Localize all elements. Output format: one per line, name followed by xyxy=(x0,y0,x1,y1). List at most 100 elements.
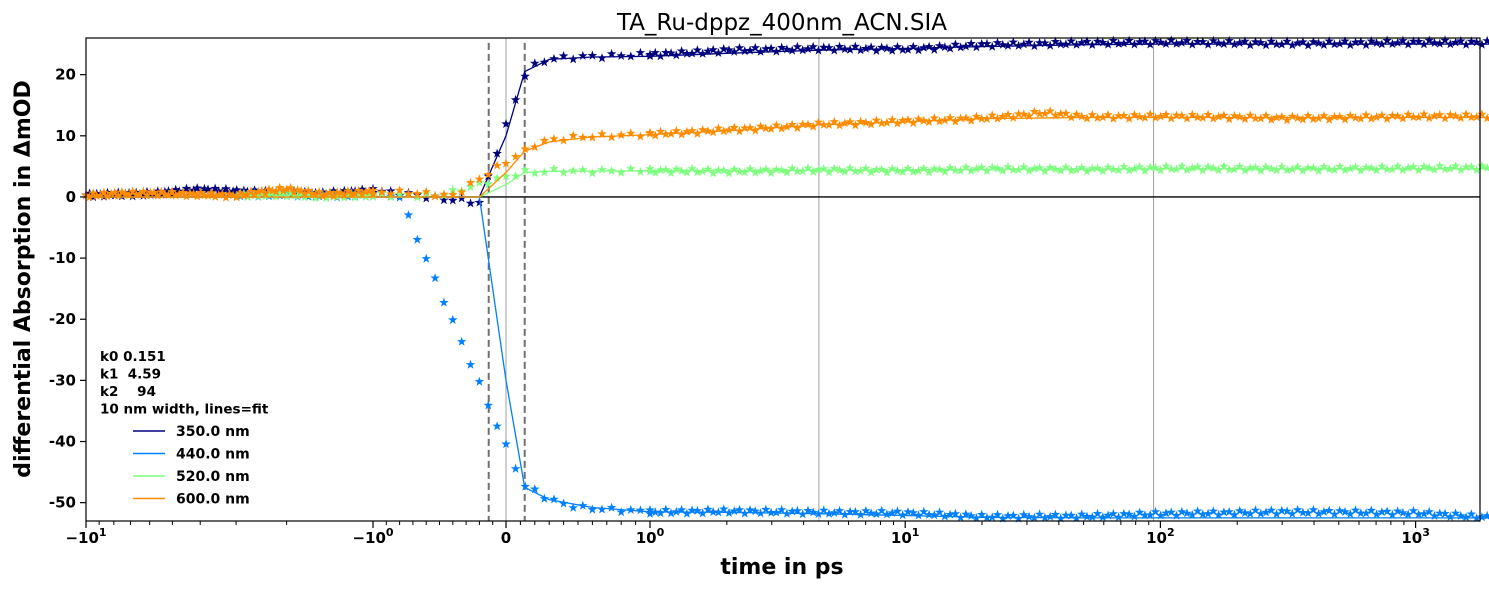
data-point-star xyxy=(650,47,660,57)
data-point-star xyxy=(887,114,897,124)
data-point-star xyxy=(109,187,120,197)
data-point-star xyxy=(1361,110,1371,120)
data-point-star xyxy=(750,506,761,516)
data-point-star xyxy=(797,45,808,55)
data-point-star xyxy=(430,191,440,201)
data-point-star xyxy=(300,189,310,199)
data-point-star xyxy=(102,191,113,201)
data-point-star xyxy=(1013,513,1024,523)
data-point-star xyxy=(950,39,961,49)
data-point-star xyxy=(1092,508,1103,518)
data-point-star xyxy=(803,119,813,129)
data-point-star xyxy=(1277,505,1287,515)
data-point-star xyxy=(568,502,578,512)
data-point-star xyxy=(771,120,782,130)
data-point-star xyxy=(1156,165,1166,175)
data-point-star xyxy=(1303,40,1313,50)
data-point-star xyxy=(138,190,149,200)
data-point-star xyxy=(1003,109,1013,119)
data-point-star xyxy=(692,45,703,55)
data-point-star xyxy=(845,44,855,54)
data-point-star xyxy=(1071,164,1082,174)
data-point-star xyxy=(307,188,317,198)
data-point-star xyxy=(1219,39,1229,49)
data-point-star xyxy=(1445,109,1456,119)
data-point-star xyxy=(439,189,449,199)
data-point-star xyxy=(861,505,871,515)
data-point-star xyxy=(1335,505,1345,515)
data-point-star xyxy=(1034,37,1045,47)
data-point-star xyxy=(1319,506,1329,516)
data-point-star xyxy=(1414,36,1424,46)
data-point-star xyxy=(1450,161,1461,171)
data-point-star xyxy=(650,507,660,517)
data-point-star xyxy=(776,42,787,52)
data-point-star xyxy=(1287,111,1298,121)
data-point-star xyxy=(520,481,530,491)
data-point-star xyxy=(1408,36,1419,46)
data-point-star xyxy=(1213,38,1224,48)
data-point-star xyxy=(1450,37,1461,47)
data-point-star xyxy=(1066,36,1076,46)
data-point-star xyxy=(296,185,306,195)
data-point-star xyxy=(1366,36,1377,46)
data-point-star xyxy=(1456,510,1466,520)
data-point-star xyxy=(568,54,578,64)
data-point-star xyxy=(224,189,235,199)
data-point-star xyxy=(992,37,1003,47)
data-point-star xyxy=(578,500,588,510)
data-point-star xyxy=(1029,41,1040,51)
data-point-star xyxy=(1024,111,1034,121)
data-point-star xyxy=(1450,111,1461,121)
data-point-star xyxy=(840,166,850,176)
data-point-star xyxy=(117,187,127,197)
data-point-star xyxy=(1340,114,1350,124)
data-point-star xyxy=(1387,39,1398,48)
data-point-star xyxy=(1387,110,1398,120)
data-point-star xyxy=(797,509,808,519)
data-point-star xyxy=(278,188,289,198)
data-point-star xyxy=(587,50,598,60)
data-point-star xyxy=(1182,35,1192,45)
data-point-star xyxy=(945,112,955,122)
data-point-star xyxy=(1313,165,1324,175)
data-point-star xyxy=(231,185,242,194)
data-point-star xyxy=(671,50,682,60)
data-point-star xyxy=(1477,512,1487,522)
data-point-star xyxy=(1229,164,1240,174)
series-3500-nm xyxy=(81,35,1489,208)
data-point-star xyxy=(1303,162,1313,172)
data-point-star xyxy=(1356,508,1366,518)
data-point-star xyxy=(1045,162,1055,172)
data-point-star xyxy=(1303,508,1313,518)
data-point-star xyxy=(1150,506,1161,516)
info-text-line: k2 94 xyxy=(100,384,156,400)
data-point-star xyxy=(1313,508,1324,518)
data-point-star xyxy=(403,188,414,198)
data-point-star xyxy=(1261,40,1271,50)
data-point-star xyxy=(982,114,992,123)
data-point-star xyxy=(1408,505,1419,515)
data-point-star xyxy=(221,183,231,193)
data-point-star xyxy=(597,128,607,138)
x-tick-label: −100 xyxy=(352,526,393,547)
data-point-star xyxy=(235,188,245,197)
data-point-star xyxy=(724,125,734,135)
data-point-star xyxy=(510,94,521,104)
data-point-star xyxy=(210,183,220,193)
data-point-star xyxy=(1145,109,1155,119)
data-point-star xyxy=(1292,113,1303,122)
data-point-star xyxy=(421,186,431,196)
data-point-star xyxy=(724,508,734,517)
data-point-star xyxy=(492,421,502,431)
data-point-star xyxy=(1192,112,1203,122)
data-point-star xyxy=(1456,36,1466,46)
data-point-star xyxy=(1213,510,1224,520)
data-point-star xyxy=(1377,39,1387,49)
data-point-star xyxy=(1034,162,1045,172)
data-point-star xyxy=(682,508,692,518)
data-point-star xyxy=(1366,113,1377,123)
data-point-star xyxy=(239,190,249,200)
data-point-star xyxy=(940,166,950,176)
